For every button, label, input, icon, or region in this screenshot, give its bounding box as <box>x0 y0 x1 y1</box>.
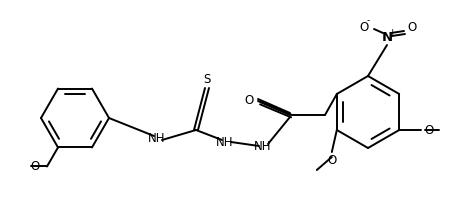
Text: O: O <box>424 123 433 137</box>
Text: O: O <box>244 94 253 107</box>
Text: N: N <box>381 31 392 43</box>
Text: NH: NH <box>254 140 271 153</box>
Text: NH: NH <box>148 132 165 146</box>
Text: O: O <box>326 155 336 168</box>
Text: O: O <box>358 21 368 34</box>
Text: -: - <box>365 16 369 25</box>
Text: S: S <box>203 73 210 86</box>
Text: +: + <box>387 28 395 37</box>
Text: NH: NH <box>216 135 233 149</box>
Text: O: O <box>31 160 40 173</box>
Text: O: O <box>407 21 416 34</box>
